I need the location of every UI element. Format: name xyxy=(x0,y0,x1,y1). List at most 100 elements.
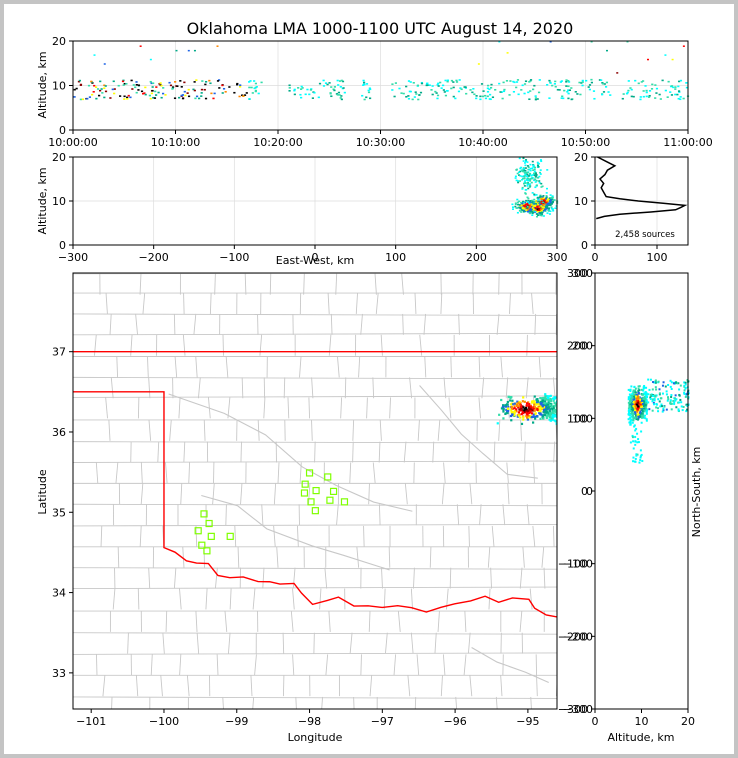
plan-density-mark xyxy=(525,404,528,407)
time-height-mark xyxy=(560,80,563,82)
time-height-mark xyxy=(672,86,675,89)
time-height-mark xyxy=(99,80,102,83)
ew-density-mark xyxy=(542,203,545,205)
county-line xyxy=(378,441,381,463)
time-height-mark xyxy=(330,86,333,88)
time-height-mark xyxy=(417,98,420,101)
plan-density-mark xyxy=(541,400,544,404)
time-height-mark xyxy=(562,97,565,100)
ew-density-mark xyxy=(529,210,532,213)
plan-density-mark xyxy=(549,413,552,416)
time-height-mark xyxy=(407,97,411,100)
plan-density-mark xyxy=(520,412,523,416)
time-height-mark xyxy=(637,82,640,85)
ew-density-mark xyxy=(537,162,540,165)
time-height-mark xyxy=(152,96,155,99)
ns-density-mark xyxy=(654,386,657,389)
ns-density-mark xyxy=(665,390,668,393)
ew-density-mark xyxy=(526,179,529,181)
ns-density-mark xyxy=(635,407,638,410)
time-height-mark xyxy=(640,81,643,83)
county-line xyxy=(458,313,460,335)
ns-density-mark xyxy=(670,408,673,411)
county-line xyxy=(463,654,467,676)
time-height-mark xyxy=(664,89,667,92)
time-height-mark xyxy=(654,84,657,86)
time-height-mark xyxy=(533,84,536,87)
time-height-mark xyxy=(342,87,345,89)
time-height-mark xyxy=(92,91,95,93)
station-marker xyxy=(326,496,334,504)
time-height-mark xyxy=(193,81,196,83)
time-height-mark xyxy=(149,80,152,83)
ns-density-mark xyxy=(659,405,662,408)
plan-density-mark xyxy=(549,399,553,403)
time-height-mark xyxy=(212,97,215,100)
plan-density-mark xyxy=(528,408,531,411)
ew-density-mark xyxy=(519,180,522,182)
ew-density-mark xyxy=(539,204,542,206)
county-line xyxy=(450,356,452,378)
time-height-mark xyxy=(437,85,440,87)
ns-density-mark xyxy=(655,388,658,391)
plan-density-mark xyxy=(515,410,518,413)
time-height-mark xyxy=(299,93,302,96)
time-height-mark xyxy=(486,90,490,93)
plan-density-mark xyxy=(548,409,551,412)
ns-density-mark xyxy=(633,424,636,427)
station-marker xyxy=(203,547,211,555)
time-height-mark xyxy=(125,83,128,85)
county-line xyxy=(227,632,231,654)
time-height-mark xyxy=(444,94,448,97)
time-height-mark xyxy=(570,98,573,101)
station-marker xyxy=(329,487,338,496)
ew-density-mark xyxy=(533,194,536,197)
ns-density-mark xyxy=(637,387,640,390)
county-line xyxy=(188,462,191,484)
time-height-mark xyxy=(405,95,408,98)
ew-density-mark xyxy=(531,214,534,216)
plan-density-mark xyxy=(513,412,516,415)
time-height-mark xyxy=(521,84,524,87)
ns-density-mark xyxy=(653,397,656,400)
time-height-mark xyxy=(362,81,366,84)
ew-density-mark xyxy=(536,164,539,167)
map-xlabel: Longitude xyxy=(288,731,343,744)
ew-density-mark xyxy=(545,198,548,200)
time-height-mark xyxy=(645,91,648,94)
plan-density-mark xyxy=(522,418,525,421)
ns-density-mark xyxy=(657,398,660,401)
plan-density-mark xyxy=(505,408,508,411)
county-line xyxy=(525,377,529,399)
ew-density-mark xyxy=(536,215,539,218)
time-height-mark xyxy=(151,86,154,88)
county-line xyxy=(440,675,443,697)
ns-density-mark xyxy=(641,412,644,415)
ns-density-mark xyxy=(627,396,630,399)
time-height-mark xyxy=(590,78,593,81)
ns-density-mark xyxy=(631,403,634,406)
time-height-mark xyxy=(79,98,83,101)
plan-density-mark xyxy=(500,398,503,402)
y-tick-label: 0 xyxy=(59,239,66,252)
county-line xyxy=(352,441,354,463)
time-height-mark xyxy=(677,80,681,83)
time-height-mark xyxy=(482,90,485,92)
time-height-mark xyxy=(560,97,563,99)
county-line xyxy=(73,332,557,336)
time-height-mark xyxy=(459,87,462,89)
time-height-mark xyxy=(135,83,138,86)
ns-density-mark xyxy=(670,388,673,391)
plan-density-mark xyxy=(539,417,542,420)
ns-density-mark xyxy=(648,388,651,391)
ns-density-mark xyxy=(635,453,638,456)
ns-density-mark xyxy=(634,443,637,446)
county-line xyxy=(73,523,557,527)
ns-density-mark xyxy=(658,400,661,403)
time-height-mark xyxy=(602,91,606,93)
ew-density-mark xyxy=(540,200,543,203)
county-line xyxy=(538,356,542,378)
y-tick-label: 36 xyxy=(52,426,66,439)
ew-density-mark xyxy=(529,210,532,212)
ew-density-mark xyxy=(548,200,551,202)
